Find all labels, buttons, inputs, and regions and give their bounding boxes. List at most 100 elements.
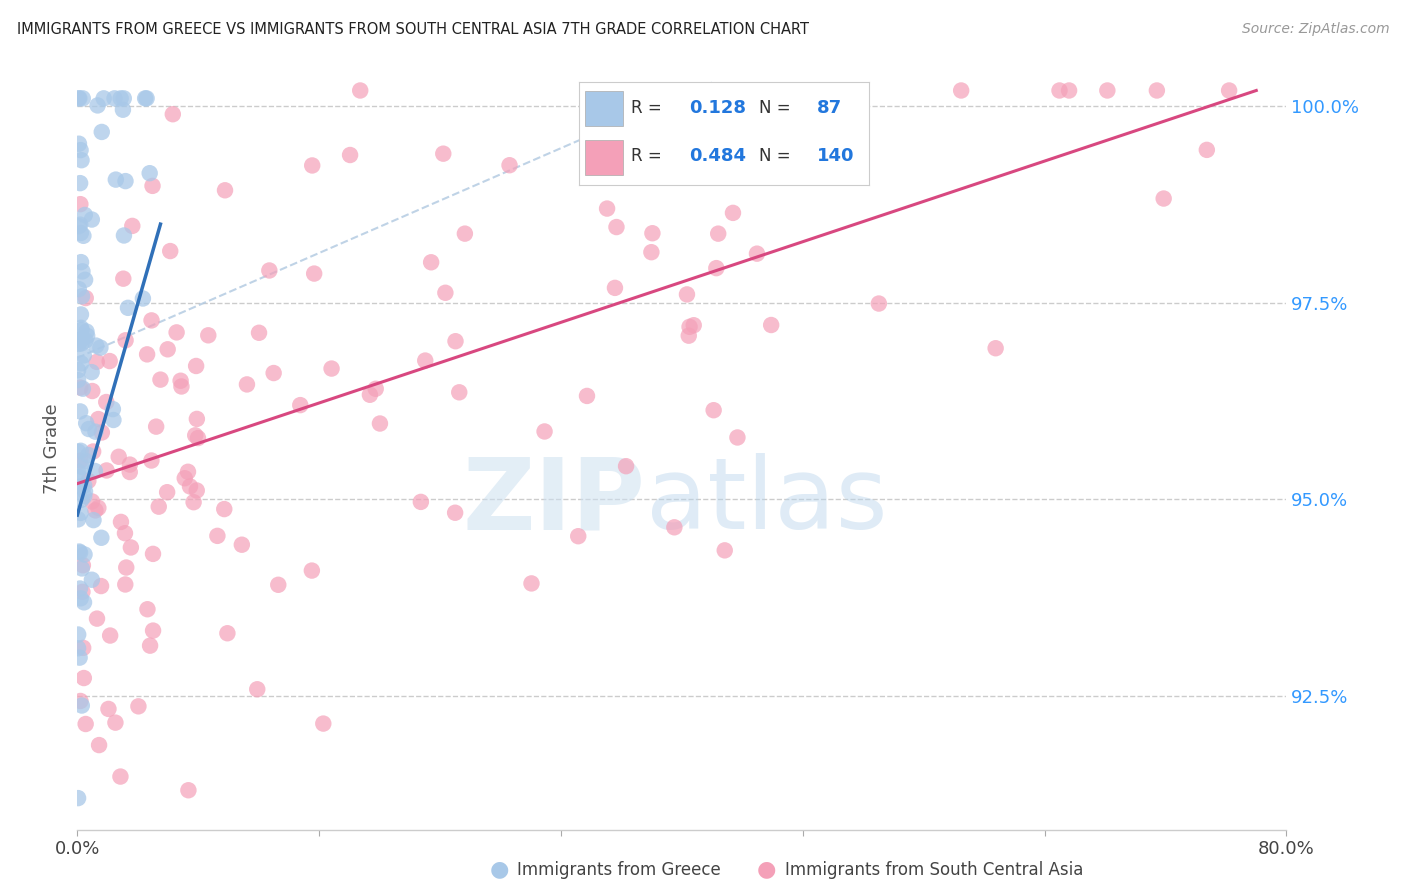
Point	[520, 576, 543, 591]
Point	[89, 341, 111, 355]
Point	[134, 91, 156, 105]
Point	[676, 287, 699, 301]
Point	[682, 318, 704, 333]
Point	[70, 153, 93, 168]
Point	[70, 459, 93, 474]
Point	[86, 355, 108, 369]
Point	[86, 612, 108, 626]
Point	[136, 347, 159, 361]
Point	[73, 484, 96, 499]
Point	[67, 791, 90, 805]
Point	[156, 485, 179, 500]
Point	[69, 218, 91, 232]
Point	[136, 602, 159, 616]
Point	[114, 526, 136, 541]
Point	[368, 417, 391, 431]
Text: ZIP: ZIP	[463, 453, 645, 550]
Point	[721, 206, 744, 220]
Point	[177, 783, 200, 797]
Point	[634, 95, 657, 110]
Point	[67, 627, 90, 641]
Point	[70, 479, 93, 493]
Point	[159, 244, 181, 258]
Point	[70, 698, 93, 713]
Y-axis label: 7th Grade: 7th Grade	[44, 403, 62, 493]
Point	[69, 176, 91, 190]
Point	[67, 373, 90, 387]
Point	[614, 459, 637, 474]
Point	[67, 91, 90, 105]
Point	[454, 227, 477, 241]
Point	[69, 226, 91, 240]
Point	[72, 264, 94, 278]
Point	[72, 382, 94, 396]
Point	[169, 374, 191, 388]
Point	[87, 412, 110, 426]
Point	[73, 595, 96, 609]
Point	[145, 419, 167, 434]
Point	[69, 506, 91, 520]
Point	[170, 379, 193, 393]
Point	[115, 560, 138, 574]
Point	[950, 83, 973, 97]
Text: atlas: atlas	[645, 453, 887, 550]
Point	[321, 361, 343, 376]
Point	[640, 245, 662, 260]
Point	[103, 413, 125, 427]
Point	[90, 425, 112, 440]
Point	[734, 83, 756, 97]
Point	[101, 402, 124, 417]
Point	[90, 531, 112, 545]
Point	[72, 585, 94, 599]
Point	[207, 529, 229, 543]
Point	[69, 453, 91, 467]
Point	[641, 226, 664, 240]
Point	[75, 273, 97, 287]
Point	[93, 91, 115, 105]
Point	[112, 91, 135, 105]
Point	[138, 166, 160, 180]
Point	[80, 212, 103, 227]
Point	[80, 494, 103, 508]
Point	[76, 325, 98, 339]
Point	[148, 500, 170, 514]
Point	[132, 292, 155, 306]
Point	[432, 146, 454, 161]
Point	[359, 388, 381, 402]
Point	[84, 425, 107, 439]
Point	[725, 430, 748, 444]
Point	[70, 323, 93, 337]
Point	[76, 329, 98, 343]
Point	[67, 512, 90, 526]
Point	[301, 564, 323, 578]
Point	[67, 363, 90, 377]
Point	[72, 228, 94, 243]
Point	[444, 334, 467, 349]
Point	[434, 285, 457, 300]
Point	[110, 515, 132, 529]
Point	[72, 91, 94, 105]
Point	[80, 365, 103, 379]
Point	[141, 178, 163, 193]
Point	[301, 158, 323, 172]
Point	[75, 416, 97, 430]
Point	[186, 483, 208, 498]
Text: IMMIGRANTS FROM GREECE VS IMMIGRANTS FROM SOUTH CENTRAL ASIA 7TH GRADE CORRELATI: IMMIGRANTS FROM GREECE VS IMMIGRANTS FRO…	[17, 22, 808, 37]
Point	[713, 543, 735, 558]
Point	[67, 641, 90, 656]
Point	[67, 334, 90, 348]
Point	[97, 702, 120, 716]
Point	[533, 425, 555, 439]
Point	[67, 544, 90, 558]
Point	[73, 489, 96, 503]
Point	[98, 628, 121, 642]
Point	[139, 639, 162, 653]
Point	[118, 465, 141, 479]
Point	[179, 479, 201, 493]
Point	[87, 500, 110, 515]
Point	[70, 308, 93, 322]
Point	[118, 458, 141, 472]
Point	[247, 326, 270, 340]
Point	[80, 573, 103, 587]
Point	[69, 143, 91, 157]
